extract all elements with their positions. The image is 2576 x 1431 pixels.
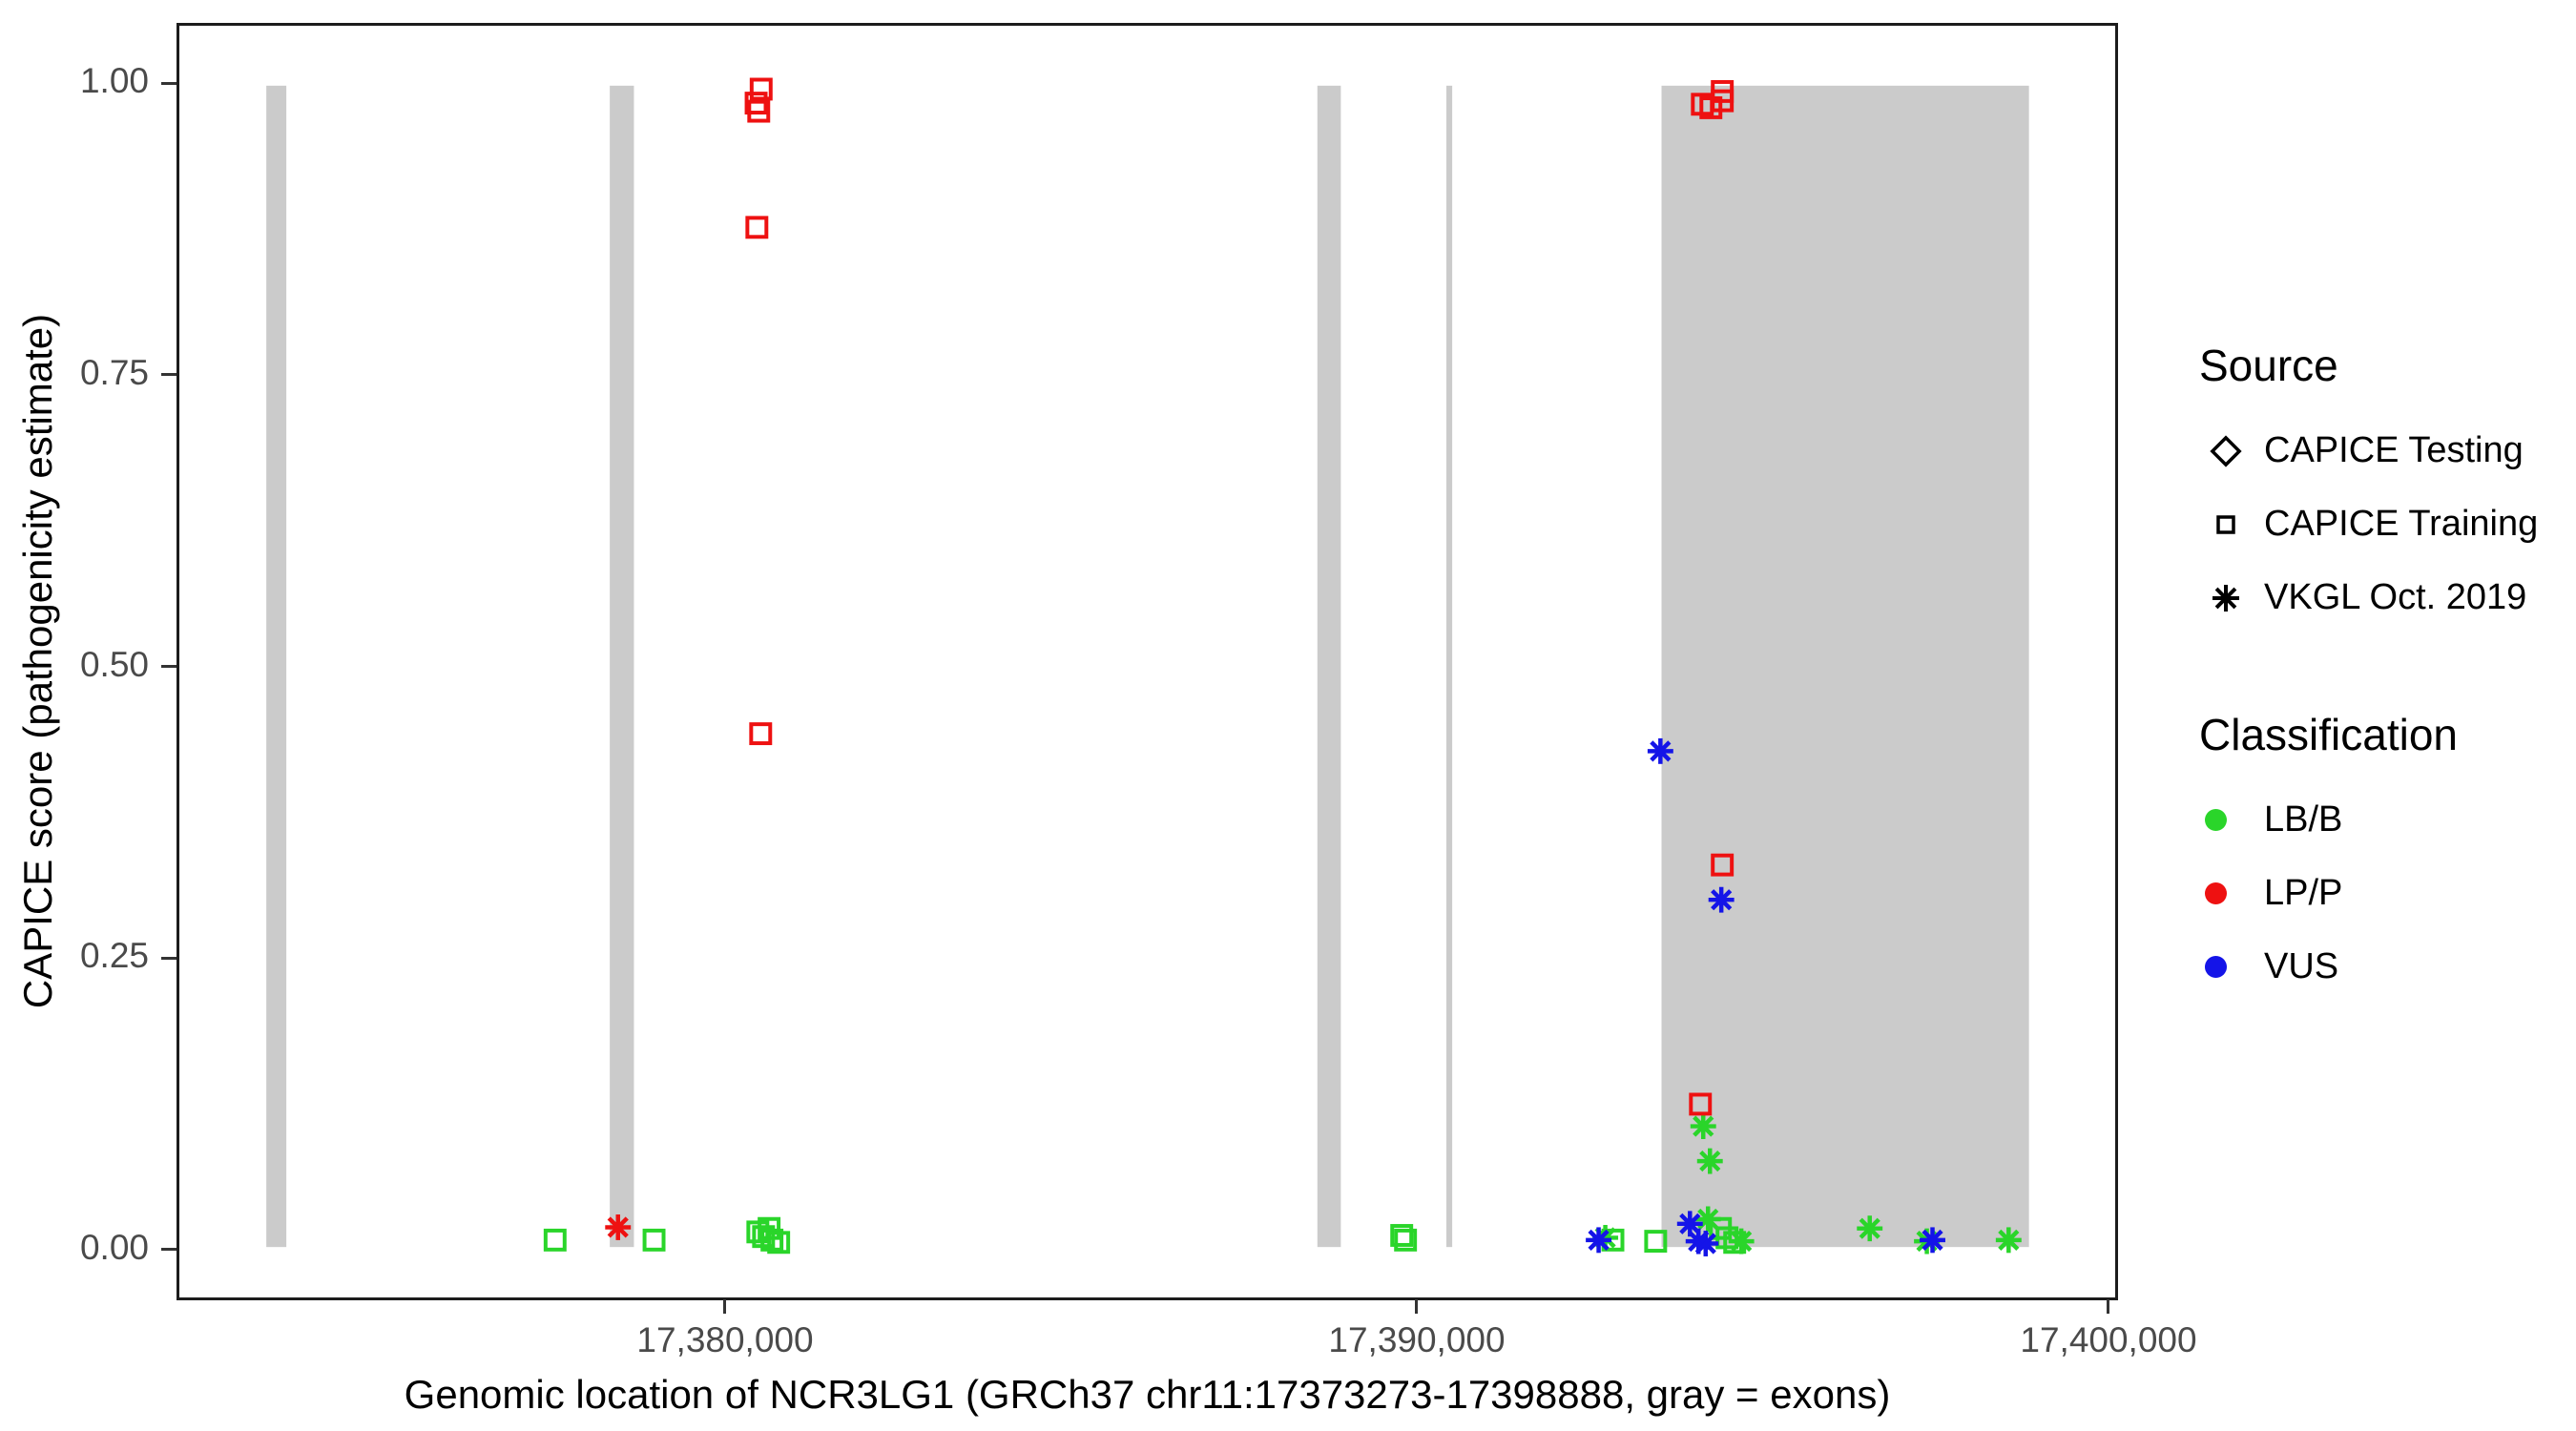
y-tick-mark [161, 1248, 177, 1252]
data-point [1693, 1231, 1719, 1256]
data-point [1920, 1227, 1945, 1254]
data-point [1394, 1228, 1418, 1252]
data-point [1699, 95, 1723, 119]
legend-label: CAPICE Training [2264, 504, 2539, 544]
x-axis-title: Genomic location of NCR3LG1 (GRCh37 chr1… [404, 1372, 1891, 1417]
legend-item-capice-testing: CAPICE Testing [2199, 414, 2576, 487]
vus-dot-icon [2199, 956, 2264, 978]
legend-label: VUS [2264, 946, 2339, 986]
plot-svg [266, 77, 2029, 1256]
data-point [1711, 853, 1735, 877]
data-point [642, 1228, 666, 1252]
y-tick-mark [161, 81, 177, 85]
x-tick-label: 17,400,000 [2020, 1320, 2197, 1359]
x-tick-mark [2107, 1299, 2110, 1314]
legend-source-title: Source [2199, 341, 2338, 390]
x-tick-label: 17,380,000 [636, 1320, 814, 1359]
y-tick-label: 0.50 [79, 644, 149, 684]
data-point [1390, 1224, 1414, 1247]
data-point [1694, 1206, 1721, 1233]
legend-label: CAPICE Testing [2264, 430, 2524, 470]
y-tick-label: 0.75 [79, 352, 149, 392]
diamond-icon [2199, 425, 2264, 478]
y-tick-mark [161, 956, 177, 960]
lpp-dot-icon [2199, 882, 2264, 904]
data-point [1690, 1113, 1716, 1140]
y-tick-label: 0.00 [79, 1227, 149, 1267]
legend-label: VKGL Oct. 2019 [2264, 577, 2527, 617]
data-point [1689, 1092, 1713, 1116]
exon-bar [266, 85, 287, 1248]
legend-classification-title: Classification [2199, 710, 2458, 759]
y-tick-label: 1.00 [79, 60, 149, 100]
asterisk-icon [2199, 571, 2264, 625]
data-point [1696, 1148, 1723, 1174]
plot-panel [177, 23, 2118, 1300]
legend-group-source: Source CAPICE Testing CAPICE Training [2199, 340, 2576, 634]
data-point [745, 216, 769, 239]
data-point [749, 722, 773, 746]
exon-bar [1661, 85, 2029, 1248]
data-point [1995, 1227, 2022, 1254]
x-tick-label: 17,390,000 [1328, 1320, 1506, 1359]
lbb-dot-icon [2199, 809, 2264, 831]
legend-item-vus: VUS [2199, 930, 2576, 1004]
exon-bar [610, 85, 634, 1248]
legend-group-classification: Classification LB/B LP/P VUS [2199, 709, 2576, 1004]
data-point [749, 77, 773, 101]
data-point [767, 1231, 791, 1255]
legend-label: LP/P [2264, 873, 2343, 913]
legend-item-capice-training: CAPICE Training [2199, 487, 2576, 561]
legend-item-lbb: LB/B [2199, 783, 2576, 857]
data-point [543, 1228, 567, 1252]
data-point [605, 1214, 632, 1240]
y-tick-label: 0.25 [79, 936, 149, 976]
legend-item-vkgl: VKGL Oct. 2019 [2199, 561, 2576, 634]
legend-item-lpp: LP/P [2199, 857, 2576, 930]
data-point [1647, 737, 1673, 764]
data-point [1857, 1215, 1883, 1242]
data-point [1708, 886, 1735, 913]
y-tick-mark [161, 665, 177, 668]
square-icon [2199, 498, 2264, 551]
legend: Source CAPICE Testing CAPICE Training [2199, 340, 2576, 1004]
y-tick-mark [161, 373, 177, 377]
data-point [1586, 1227, 1612, 1254]
data-point [760, 1228, 784, 1252]
exon-bar [1445, 85, 1453, 1248]
exon-bar [1317, 85, 1341, 1248]
data-point [747, 99, 771, 123]
data-point [1728, 1228, 1755, 1255]
data-point [1644, 1230, 1668, 1254]
x-tick-mark [1415, 1299, 1419, 1314]
data-point [1676, 1211, 1703, 1237]
x-tick-mark [723, 1299, 727, 1314]
legend-label: LB/B [2264, 799, 2343, 840]
